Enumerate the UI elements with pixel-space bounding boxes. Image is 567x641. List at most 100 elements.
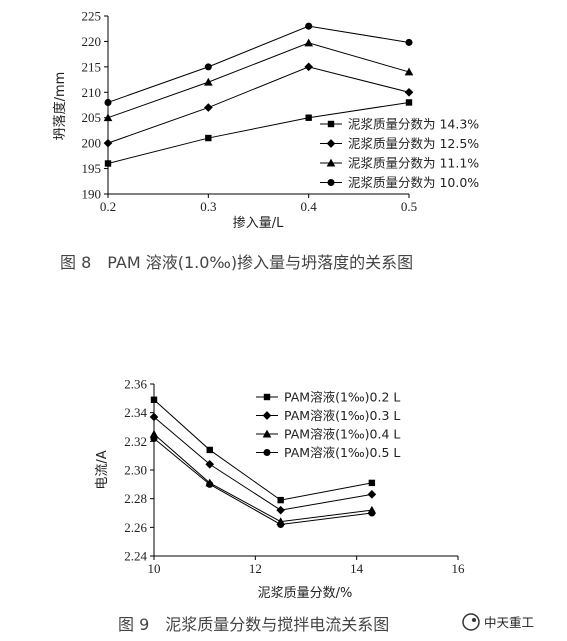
watermark-logo-dot [472, 618, 476, 622]
data-point [277, 520, 285, 528]
data-point [368, 509, 376, 517]
x-tick-label: 14 [350, 561, 364, 576]
x-tick-label: 0.3 [200, 199, 216, 214]
legend-item: PAM溶液(1‰)0.3 L [256, 408, 400, 423]
chart-slump: 0.2 0.3 0.4 0.5 190 195 200 205 210 215 220 225 泥浆质… [52, 9, 479, 273]
series-line [153, 433, 372, 523]
series-line [107, 25, 410, 103]
data-point [204, 103, 213, 112]
legend-marker [262, 411, 272, 420]
x-axis-label: 掺入量/L [233, 215, 284, 231]
data-point [205, 134, 212, 142]
series-line [107, 66, 410, 144]
data-point [304, 38, 313, 47]
legend-item: PAM溶液(1‰)0.5 L [256, 445, 400, 460]
legend-label: 泥浆质量分数为 12.5% [348, 136, 479, 151]
x-axis-label: 泥浆质量分数/% [258, 586, 353, 601]
y-tick-label: 200 [82, 136, 102, 151]
y-tick-label: 210 [82, 85, 102, 100]
legend-label: PAM溶液(1‰)0.2 L [284, 390, 400, 405]
legend-marker [327, 178, 335, 187]
legend-marker [262, 429, 272, 438]
data-point [368, 479, 376, 487]
y-tick-label: 225 [82, 9, 102, 24]
series-line [153, 438, 372, 525]
watermark-logo-icon [462, 613, 480, 631]
data-point [404, 87, 414, 97]
y-tick-label: 2.36 [124, 377, 147, 392]
legend-marker [326, 139, 336, 148]
watermark-text: 中天重工 [484, 615, 534, 630]
series-2 [149, 412, 377, 515]
data-point [405, 38, 413, 46]
y-tick-label: 2.34 [124, 405, 147, 420]
legend-label: 泥浆质量分数为 10.0% [348, 175, 479, 190]
y-axis-label: 坍落度/mm [52, 72, 68, 141]
series-line [107, 42, 410, 119]
y-tick-label: 2.30 [124, 463, 147, 478]
data-point [104, 160, 112, 167]
y-tick-label: 195 [82, 161, 102, 176]
data-point [204, 77, 213, 86]
data-point [405, 99, 413, 106]
figure-caption: 图 8 PAM 溶液(1.0‰)掺入量与坍落度的关系图 [60, 253, 413, 272]
y-tick-label: 2.32 [124, 434, 147, 449]
y-tick-label: 220 [82, 34, 102, 49]
chart-current: 10 12 14 16 2.24 2.26 2.28 2.30 2.32 2.34 2.36 PAM… [95, 377, 465, 635]
y-tick-label: 2.24 [124, 549, 147, 564]
data-point [104, 98, 112, 106]
legend-label: 泥浆质量分数为 11.1% [348, 156, 479, 171]
watermark: 中天重工 [462, 613, 534, 631]
data-point [276, 505, 285, 515]
x-tick-label: 0.4 [301, 199, 318, 214]
data-point [150, 396, 158, 403]
figure-caption: 图 9 泥浆质量分数与搅拌电流关系图 [118, 615, 389, 634]
legend-item: 泥浆质量分数为 14.3% [320, 117, 479, 132]
legend-marker [263, 448, 271, 457]
x-tick-label: 0.2 [100, 199, 116, 214]
data-point [404, 67, 414, 76]
data-point [304, 62, 313, 72]
data-point [206, 480, 214, 488]
x-tick-label: 0.5 [401, 199, 417, 214]
y-tick-label: 215 [82, 59, 102, 74]
series-line [153, 416, 372, 511]
y-tick-label: 2.28 [124, 491, 147, 506]
series-2 [103, 62, 414, 148]
legend-label: PAM溶液(1‰)0.4 L [284, 427, 400, 442]
series-1 [104, 99, 413, 167]
data-point [204, 63, 212, 71]
data-point [305, 22, 313, 30]
y-tick-label: 190 [82, 187, 102, 202]
series-line [107, 101, 410, 164]
data-point [149, 429, 159, 438]
series-4 [104, 22, 413, 106]
data-point [149, 412, 159, 422]
legend-label: 泥浆质量分数为 14.3% [348, 117, 479, 132]
series-1 [150, 396, 376, 504]
data-point [205, 459, 215, 469]
legend-marker [263, 393, 271, 401]
x-tick-label: 16 [452, 561, 466, 576]
legend-item: 泥浆质量分数为 11.1% [320, 156, 479, 171]
series-line [153, 399, 372, 501]
data-point [103, 138, 113, 148]
y-tick-label: 205 [82, 110, 102, 125]
data-point [305, 114, 312, 121]
data-point [206, 446, 213, 454]
data-point [103, 113, 113, 122]
data-point [367, 490, 377, 499]
legend-item: PAM溶液(1‰)0.4 L [256, 427, 400, 442]
series-3 [103, 38, 414, 122]
legend-item: PAM溶液(1‰)0.2 L [256, 390, 400, 405]
legend-label: PAM溶液(1‰)0.3 L [284, 408, 400, 423]
x-tick-label: 12 [249, 561, 262, 576]
legend-marker [326, 158, 336, 167]
legend-item: 泥浆质量分数为 12.5% [320, 136, 479, 151]
series-4 [150, 434, 376, 528]
data-point [277, 496, 284, 504]
legend-label: PAM溶液(1‰)0.5 L [284, 445, 400, 460]
y-tick-label: 2.26 [124, 520, 147, 535]
legend-item: 泥浆质量分数为 10.0% [320, 175, 479, 190]
